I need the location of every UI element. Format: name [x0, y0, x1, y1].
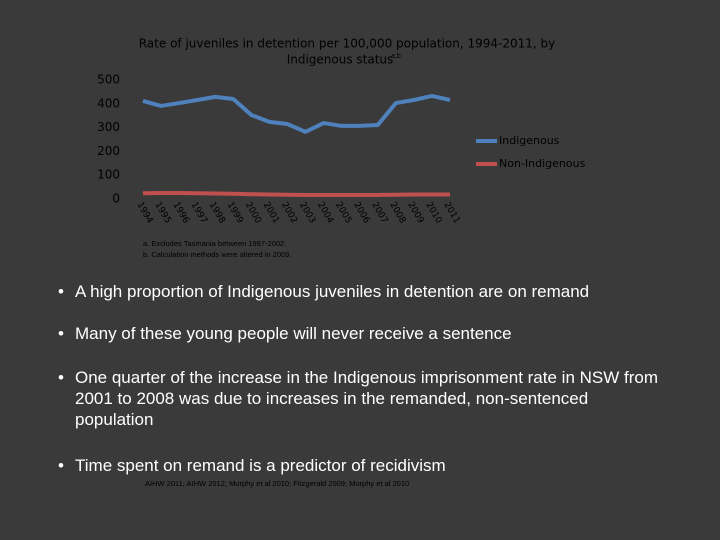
x-tick-label: 2003 — [297, 201, 317, 226]
x-tick-label: 2011 — [441, 201, 461, 226]
title-superscript: a,b — [391, 53, 401, 60]
x-tick-label: 1998 — [207, 201, 227, 226]
y-tick-label: 500 — [97, 73, 120, 87]
y-tick-label: 0 — [112, 192, 120, 206]
x-tick-label: 1995 — [152, 201, 172, 226]
x-tick-label: 2002 — [279, 201, 299, 226]
x-tick-label: 1997 — [189, 201, 209, 226]
x-tick-label: 2001 — [261, 201, 281, 226]
x-tick-label: 2008 — [387, 201, 407, 226]
x-tick-label: 2007 — [369, 201, 389, 226]
bullet: Many of these young people will never re… — [58, 323, 665, 344]
series-line — [142, 191, 450, 197]
bullet: A high proportion of Indigenous juvenile… — [58, 281, 665, 302]
bullet: Time spent on remand is a predictor of r… — [58, 455, 665, 476]
x-tick-label: 2005 — [333, 201, 353, 226]
chart-title: Rate of juveniles in detention per 100,0… — [139, 37, 556, 51]
chart-title-line2: Indigenous status — [287, 53, 394, 67]
bullet: One quarter of the increase in the Indig… — [58, 367, 665, 430]
x-tick-label: 2004 — [315, 201, 335, 226]
citation: AIHW 2011; AIHW 2012; Murphy et al 2010;… — [145, 479, 410, 488]
footnote: a. Excludes Tasmania between 1997-2002. — [143, 239, 287, 248]
y-tick-label: 400 — [97, 96, 120, 110]
x-tick-label: 2010 — [423, 201, 443, 226]
y-tick-label: 300 — [97, 120, 120, 134]
series-line — [142, 93, 451, 134]
x-tick-label: 2009 — [405, 201, 425, 226]
x-tick-label: 1999 — [225, 201, 245, 226]
y-tick-label: 200 — [97, 144, 120, 158]
x-tick-label: 1996 — [171, 201, 191, 226]
legend-label: Indigenous — [499, 134, 560, 147]
footnote: b. Calculation methods were altered in 2… — [143, 250, 292, 259]
legend-label: Non-Indigenous — [499, 157, 586, 170]
x-tick-label: 1994 — [134, 201, 154, 226]
y-tick-label: 100 — [97, 168, 120, 182]
x-tick-label: 2000 — [243, 201, 263, 226]
x-tick-label: 2006 — [351, 201, 371, 226]
